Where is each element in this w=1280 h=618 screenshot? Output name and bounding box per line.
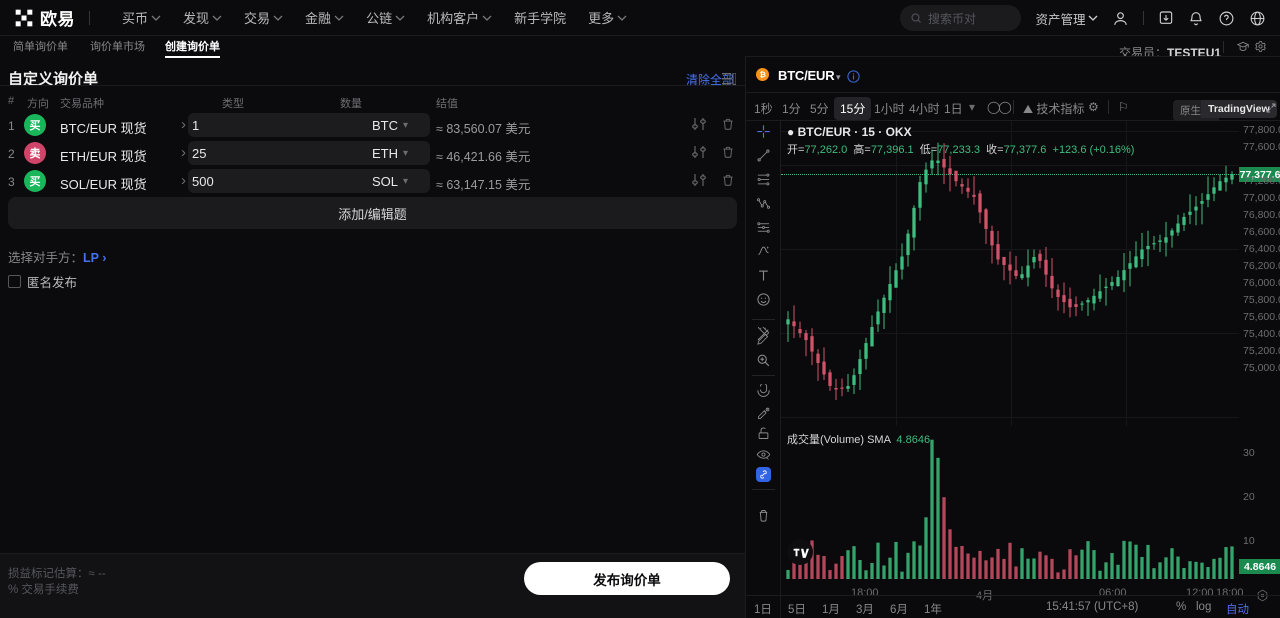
svg-text:₿: ₿ bbox=[760, 70, 766, 79]
